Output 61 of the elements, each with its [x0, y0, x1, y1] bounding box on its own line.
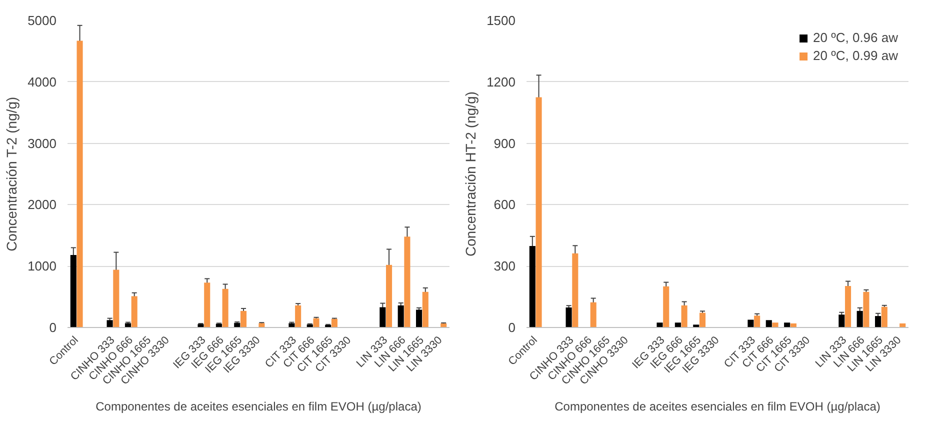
bar [784, 322, 790, 328]
bar [529, 246, 536, 328]
bar [875, 316, 882, 328]
bar [404, 236, 410, 328]
bar [772, 322, 778, 328]
bar [656, 322, 663, 328]
y-tick-label: 1000 [28, 258, 56, 274]
y-tick-label: 600 [494, 197, 516, 212]
bar [881, 306, 888, 328]
bar [234, 322, 240, 328]
bar [572, 253, 578, 328]
bar [240, 310, 247, 328]
bar [838, 314, 845, 328]
bar [590, 302, 596, 328]
y-tick-label: 0 [508, 320, 516, 335]
bar [422, 292, 428, 328]
bar [856, 310, 863, 328]
bar [222, 288, 228, 328]
bar [566, 307, 572, 328]
bar [76, 40, 83, 328]
x-axis-title: Componentes de aceites esenciales en film EVOH (µg/placa) [554, 400, 880, 414]
bar [699, 312, 706, 328]
y-tick-label: 300 [494, 258, 516, 274]
bar [766, 320, 772, 328]
y-tick-label: 1500 [486, 13, 516, 28]
bar [106, 320, 113, 328]
bar [386, 264, 392, 328]
bar [536, 97, 542, 328]
y-axis-title: Concentración T-2 (ng/g) [4, 96, 20, 252]
bar [124, 323, 132, 328]
bar [288, 323, 295, 328]
bar [681, 305, 688, 328]
y-tick-label: 0 [49, 320, 57, 335]
y-tick-label: 5000 [28, 13, 56, 28]
bar [380, 307, 386, 328]
y-tick-label: 4000 [28, 74, 56, 90]
legend-label: 20 ºC, 0.96 aw [813, 30, 898, 45]
y-tick-label: 3000 [28, 136, 56, 151]
bar [331, 318, 338, 328]
y-tick-label: 1200 [486, 74, 516, 90]
bar [863, 292, 870, 328]
bar [663, 286, 670, 328]
bar [844, 286, 852, 328]
bar [258, 323, 265, 328]
x-axis-title: Componentes de aceites esenciales en film EVOH (µg/placa) [96, 400, 422, 414]
bar [754, 316, 760, 328]
y-tick-label: 900 [494, 136, 516, 151]
bar [131, 296, 138, 328]
bar [416, 310, 422, 328]
bar [295, 305, 302, 328]
bar [113, 270, 120, 328]
y-tick-label: 2000 [28, 197, 56, 212]
bar [313, 318, 320, 328]
bar [748, 320, 754, 328]
y-axis-title: Concentración HT-2 (ng/g) [462, 92, 479, 256]
bar [398, 305, 404, 328]
bar [204, 282, 210, 328]
bar [674, 322, 681, 328]
legend-label: 20 ºC, 0.99 aw [813, 48, 898, 63]
bar [70, 255, 76, 328]
bar [440, 324, 447, 328]
